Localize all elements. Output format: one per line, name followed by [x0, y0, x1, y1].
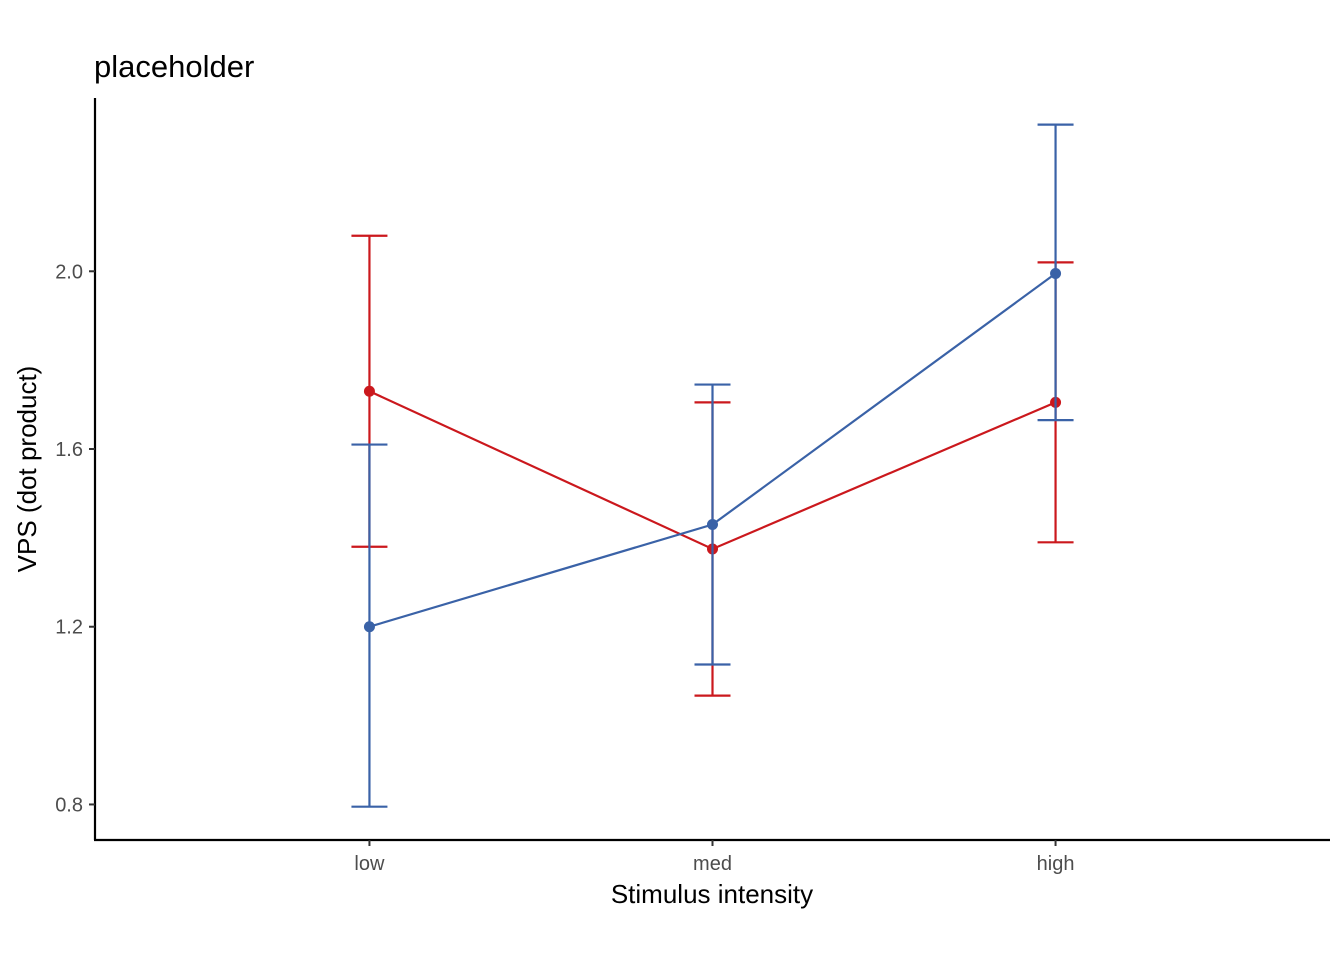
y-tick-label: 0.8 — [55, 794, 83, 816]
x-axis-ticks: low med high — [354, 840, 1074, 875]
y-tick-label: 1.2 — [55, 617, 83, 639]
y-axis-ticks: 0.8 1.2 1.6 2.0 — [55, 261, 95, 816]
chart-title: placeholder — [94, 49, 254, 84]
y-tick-label: 1.6 — [55, 439, 83, 461]
x-axis-title: Stimulus intensity — [611, 879, 813, 909]
data-point — [707, 519, 718, 531]
x-tick-label: high — [1037, 853, 1075, 875]
series-2 — [351, 123, 1074, 808]
y-tick-label: 2.0 — [55, 261, 83, 283]
data-point — [363, 385, 375, 397]
y-axis-title: VPS (dot product) — [12, 366, 42, 573]
x-tick-label: low — [354, 853, 385, 875]
plot-area — [351, 123, 1074, 808]
data-point — [1050, 268, 1062, 280]
x-tick-label: med — [693, 853, 732, 875]
data-point — [363, 621, 375, 633]
